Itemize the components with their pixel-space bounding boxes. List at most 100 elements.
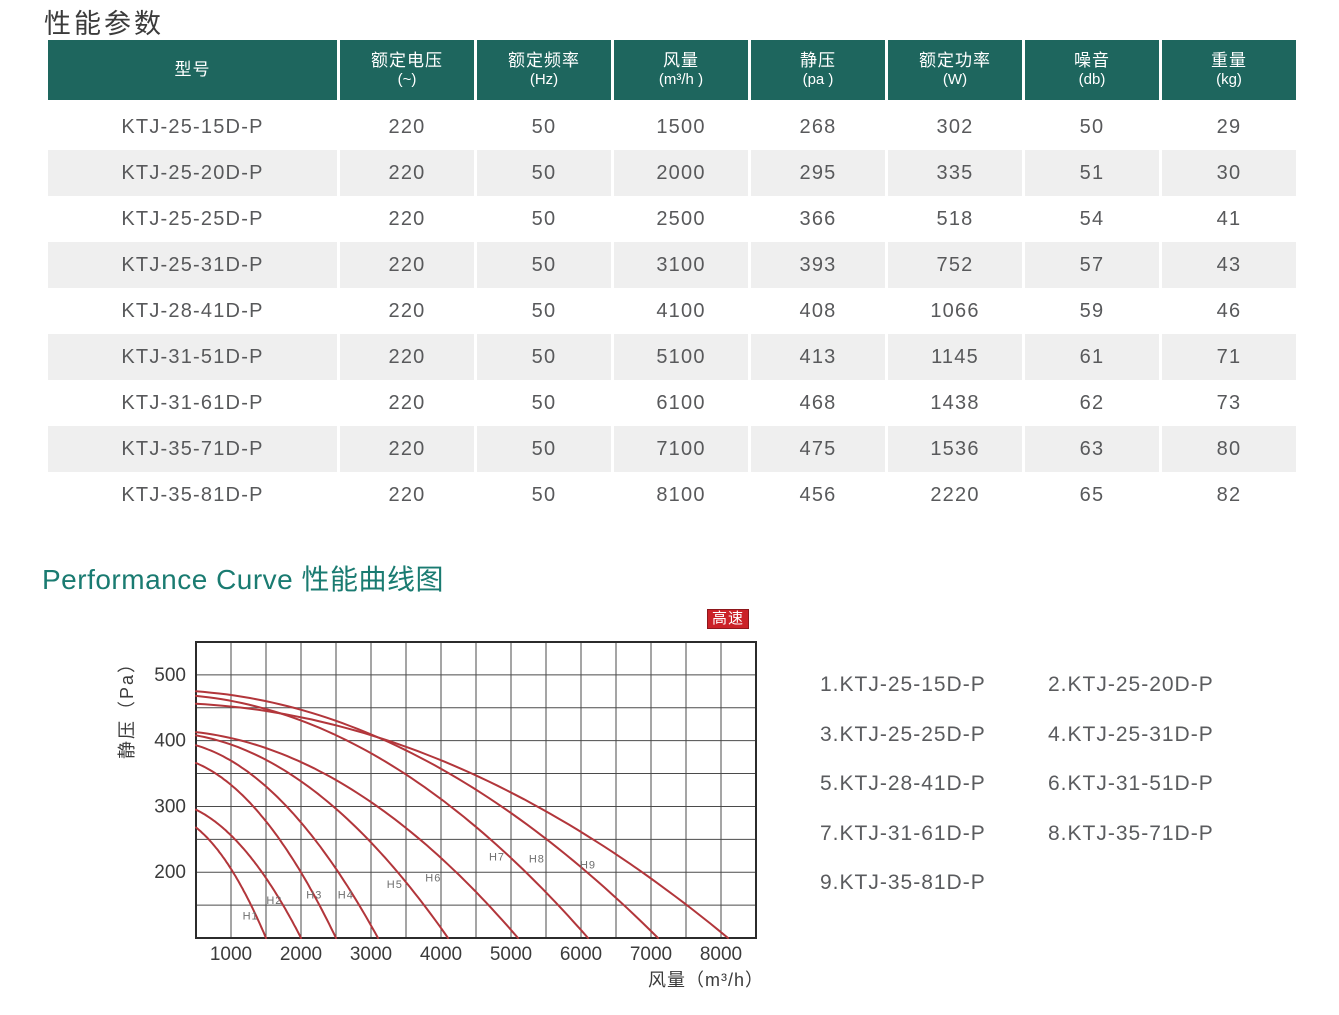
value-cell: 393: [751, 242, 885, 288]
value-cell: 1145: [888, 334, 1022, 380]
performance-curve-chart: 1000 2000 3000 4000 5000 6000 7000 8000 200 300 40…: [154, 641, 757, 965]
curve-label-H1: H1: [243, 911, 259, 923]
value-cell: 335: [888, 150, 1022, 196]
value-cell: 6100: [614, 380, 748, 426]
header-line2: (m³/h ): [658, 71, 704, 89]
value-cell: 50: [477, 426, 611, 472]
model-cell: KTJ-25-31D-P: [48, 242, 337, 288]
value-cell: 73: [1162, 380, 1296, 426]
header-line1: 型号: [174, 60, 211, 80]
legend-item: 6.KTJ-31-51D-P: [1048, 772, 1214, 795]
value-cell: 30: [1162, 150, 1296, 196]
header-cell: 型号: [48, 40, 337, 100]
header-line1: 重量: [1211, 51, 1247, 70]
x-axis-label: 风量（m³/h）: [648, 970, 764, 990]
page-title: 性能参数: [44, 9, 164, 39]
header-cell: 静压 (pa ): [751, 40, 885, 100]
fan-curve-H7: [195, 694, 589, 939]
model-cell: KTJ-25-20D-P: [48, 150, 337, 196]
value-cell: 80: [1162, 426, 1296, 472]
curve-legend: 1.KTJ-25-15D-P 2.KTJ-25-20D-P 3.KTJ-25-25D…: [820, 660, 1214, 908]
value-cell: 1500: [614, 104, 748, 150]
legend-item: 9.KTJ-35-81D-P: [820, 871, 986, 894]
value-cell: 50: [477, 472, 611, 518]
curve-label-H2: H2: [266, 895, 282, 907]
x-tick-label: 3000: [350, 944, 392, 965]
header-line2: (W): [942, 71, 968, 89]
value-cell: 50: [477, 380, 611, 426]
value-cell: 408: [751, 288, 885, 334]
value-cell: 518: [888, 196, 1022, 242]
value-cell: 65: [1025, 472, 1159, 518]
header-line1: 额定频率: [508, 51, 580, 70]
legend-item: 1.KTJ-25-15D-P: [820, 673, 986, 696]
header-line2: (db): [1078, 71, 1106, 89]
curve-label-H5: H5: [387, 879, 403, 891]
legend-item: 8.KTJ-35-71D-P: [1048, 821, 1214, 845]
value-cell: 5100: [614, 334, 748, 380]
fan-curve-H6: [195, 731, 519, 939]
parameters-table-header: 型号 额定电压 (~) 额定频率 (Hz) 风量 (m³/h ) 静压 (pa ) 额定功率 (W)…: [48, 40, 1296, 100]
value-cell: 4100: [614, 288, 748, 334]
header-cell: 噪音 (db): [1025, 40, 1159, 100]
value-cell: 50: [477, 288, 611, 334]
value-cell: 220: [340, 196, 474, 242]
x-tick-label: 8000: [700, 944, 742, 965]
x-tick-label: 4000: [420, 944, 462, 965]
model-cell: KTJ-28-41D-P: [48, 288, 337, 334]
value-cell: 1536: [888, 426, 1022, 472]
value-cell: 29: [1162, 104, 1296, 150]
legend-item: 2.KTJ-25-20D-P: [1048, 673, 1214, 696]
fan-curve-H8: [195, 690, 659, 939]
header-cell: 额定频率 (Hz): [477, 40, 611, 100]
value-cell: 50: [477, 196, 611, 242]
value-cell: 475: [751, 426, 885, 472]
value-cell: 8100: [614, 472, 748, 518]
value-cell: 54: [1025, 196, 1159, 242]
parameters-table-body: KTJ-25-15D-P 220 50 1500 268 302 50 29 KTJ-25-20…: [48, 104, 1296, 518]
value-cell: 46: [1162, 288, 1296, 334]
header-line1: 额定功率: [919, 51, 991, 70]
legend-item: 5.KTJ-28-41D-P: [820, 772, 986, 795]
model-cell: KTJ-25-15D-P: [48, 104, 337, 150]
y-tick-label: 300: [154, 796, 186, 817]
value-cell: 50: [477, 242, 611, 288]
header-line2: (~): [397, 71, 417, 89]
header-cell: 重量 (kg): [1162, 40, 1296, 100]
value-cell: 43: [1162, 242, 1296, 288]
model-cell: KTJ-25-25D-P: [48, 196, 337, 242]
x-tick-label: 2000: [280, 944, 322, 965]
curve-label-H8: H8: [529, 853, 545, 865]
fan-curve-H4: [195, 744, 379, 939]
value-cell: 2000: [614, 150, 748, 196]
fan-curve-H9: [195, 702, 729, 939]
curve-label-H3: H3: [306, 890, 322, 902]
value-cell: 57: [1025, 242, 1159, 288]
model-cell: KTJ-31-51D-P: [48, 334, 337, 380]
model-cell: KTJ-31-61D-P: [48, 380, 337, 426]
header-line1: 额定电压: [371, 51, 443, 70]
x-tick-label: 1000: [210, 944, 252, 965]
value-cell: 295: [751, 150, 885, 196]
plot-border: [195, 641, 757, 939]
performance-curve-heading: Performance Curve 性能曲线图: [42, 564, 445, 595]
fan-curve-H1: [195, 826, 267, 939]
value-cell: 2220: [888, 472, 1022, 518]
value-cell: 220: [340, 426, 474, 472]
value-cell: 468: [751, 380, 885, 426]
value-cell: 41: [1162, 196, 1296, 242]
value-cell: 220: [340, 242, 474, 288]
value-cell: 50: [1025, 104, 1159, 150]
value-cell: 220: [340, 380, 474, 426]
header-cell: 风量 (m³/h ): [614, 40, 748, 100]
value-cell: 50: [477, 334, 611, 380]
value-cell: 1066: [888, 288, 1022, 334]
value-cell: 456: [751, 472, 885, 518]
value-cell: 3100: [614, 242, 748, 288]
value-cell: 50: [477, 150, 611, 196]
header-line1: 风量: [663, 51, 699, 70]
value-cell: 220: [340, 104, 474, 150]
value-cell: 302: [888, 104, 1022, 150]
value-cell: 51: [1025, 150, 1159, 196]
